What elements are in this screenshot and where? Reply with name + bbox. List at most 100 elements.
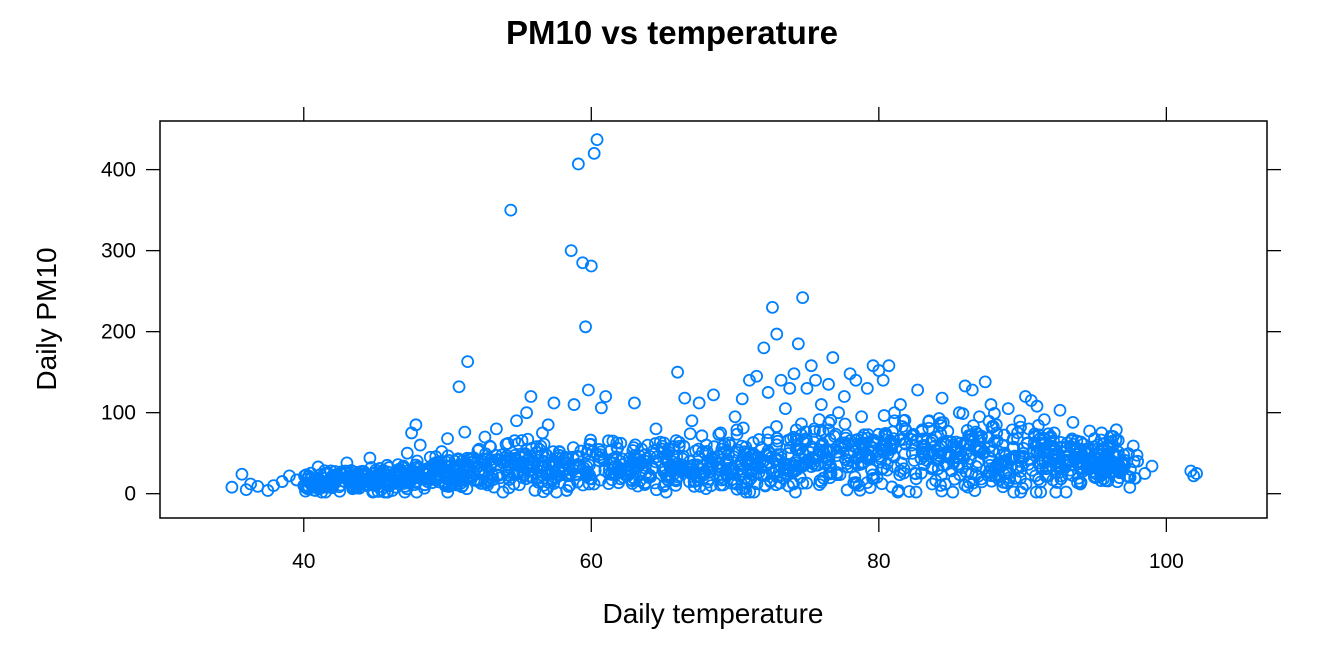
data-point (897, 414, 910, 428)
data-point (876, 373, 890, 387)
data-point (1015, 459, 1028, 473)
data-point (1085, 455, 1098, 469)
data-point (643, 450, 657, 463)
data-point (904, 432, 918, 446)
data-point (567, 398, 581, 411)
data-point (798, 436, 812, 450)
data-point (1128, 471, 1142, 485)
data-point (478, 453, 492, 466)
data-point (1029, 485, 1043, 499)
data-point (520, 406, 534, 420)
data-points (225, 133, 1203, 499)
data-point (730, 427, 744, 441)
data-point (934, 419, 948, 432)
data-point (311, 460, 325, 474)
data-point (824, 460, 838, 473)
data-point (541, 418, 555, 432)
data-point (830, 468, 844, 482)
data-point (672, 439, 686, 453)
data-point (506, 455, 520, 469)
x-tick-label: 60 (580, 550, 603, 573)
x-tick-label: 100 (1149, 550, 1184, 573)
data-point (584, 433, 597, 447)
data-point (576, 256, 590, 270)
data-point (774, 373, 788, 387)
data-point (911, 383, 925, 397)
data-point (1123, 480, 1137, 494)
data-point (972, 443, 986, 457)
data-point (373, 462, 387, 475)
chart-title: PM10 vs temperature (506, 14, 838, 51)
data-point (610, 441, 624, 455)
data-point (888, 406, 901, 420)
data-point (1022, 452, 1036, 466)
data-point (711, 449, 725, 463)
data-point (433, 458, 447, 472)
data-point (892, 484, 906, 497)
data-point (777, 457, 791, 470)
data-point (898, 447, 912, 461)
data-point (974, 472, 988, 486)
data-point (946, 485, 960, 499)
data-point (840, 483, 854, 497)
data-point (699, 482, 713, 496)
data-point (846, 438, 860, 452)
data-point (411, 460, 425, 473)
data-point (812, 413, 826, 426)
data-point (882, 359, 896, 373)
data-point (965, 428, 979, 441)
data-point (854, 436, 868, 450)
data-point (877, 409, 891, 422)
data-point (996, 475, 1010, 489)
data-point (735, 439, 749, 453)
data-point (381, 485, 395, 499)
data-point (671, 365, 684, 379)
data-point (789, 442, 803, 456)
data-point (1059, 453, 1073, 467)
data-point (914, 452, 928, 465)
data-point (909, 485, 923, 499)
data-point (1073, 475, 1087, 489)
data-point (750, 369, 764, 383)
data-point (590, 133, 604, 147)
data-point (330, 468, 343, 481)
data-point (932, 412, 946, 425)
data-point (789, 456, 803, 470)
data-point (1101, 461, 1115, 475)
data-point (822, 423, 836, 437)
data-point (893, 468, 907, 482)
data-point (809, 373, 822, 387)
data-point (728, 410, 742, 424)
data-point (958, 379, 972, 393)
data-point (934, 427, 948, 441)
data-point (770, 420, 783, 433)
data-point (820, 442, 833, 456)
x-tick-label: 80 (867, 550, 890, 573)
data-point (235, 467, 249, 481)
data-point (1103, 436, 1117, 450)
data-point (695, 429, 709, 443)
data-point (714, 426, 728, 440)
data-point (1145, 459, 1159, 473)
data-point (659, 485, 673, 499)
data-point (822, 377, 835, 391)
data-point (812, 478, 826, 492)
data-point (707, 388, 720, 402)
data-point (1075, 456, 1089, 470)
data-point (502, 481, 516, 495)
data-point (794, 428, 808, 442)
data-point (917, 458, 931, 472)
data-point (321, 466, 335, 480)
data-point (760, 447, 773, 461)
data-point (479, 447, 493, 461)
data-point (518, 447, 532, 461)
data-point (692, 442, 706, 456)
data-point (800, 476, 814, 490)
data-point (978, 375, 992, 389)
y-tick-label: 400 (101, 159, 136, 182)
data-point (624, 473, 638, 487)
data-point (562, 463, 576, 476)
data-point (909, 472, 923, 486)
data-point (991, 456, 1005, 470)
